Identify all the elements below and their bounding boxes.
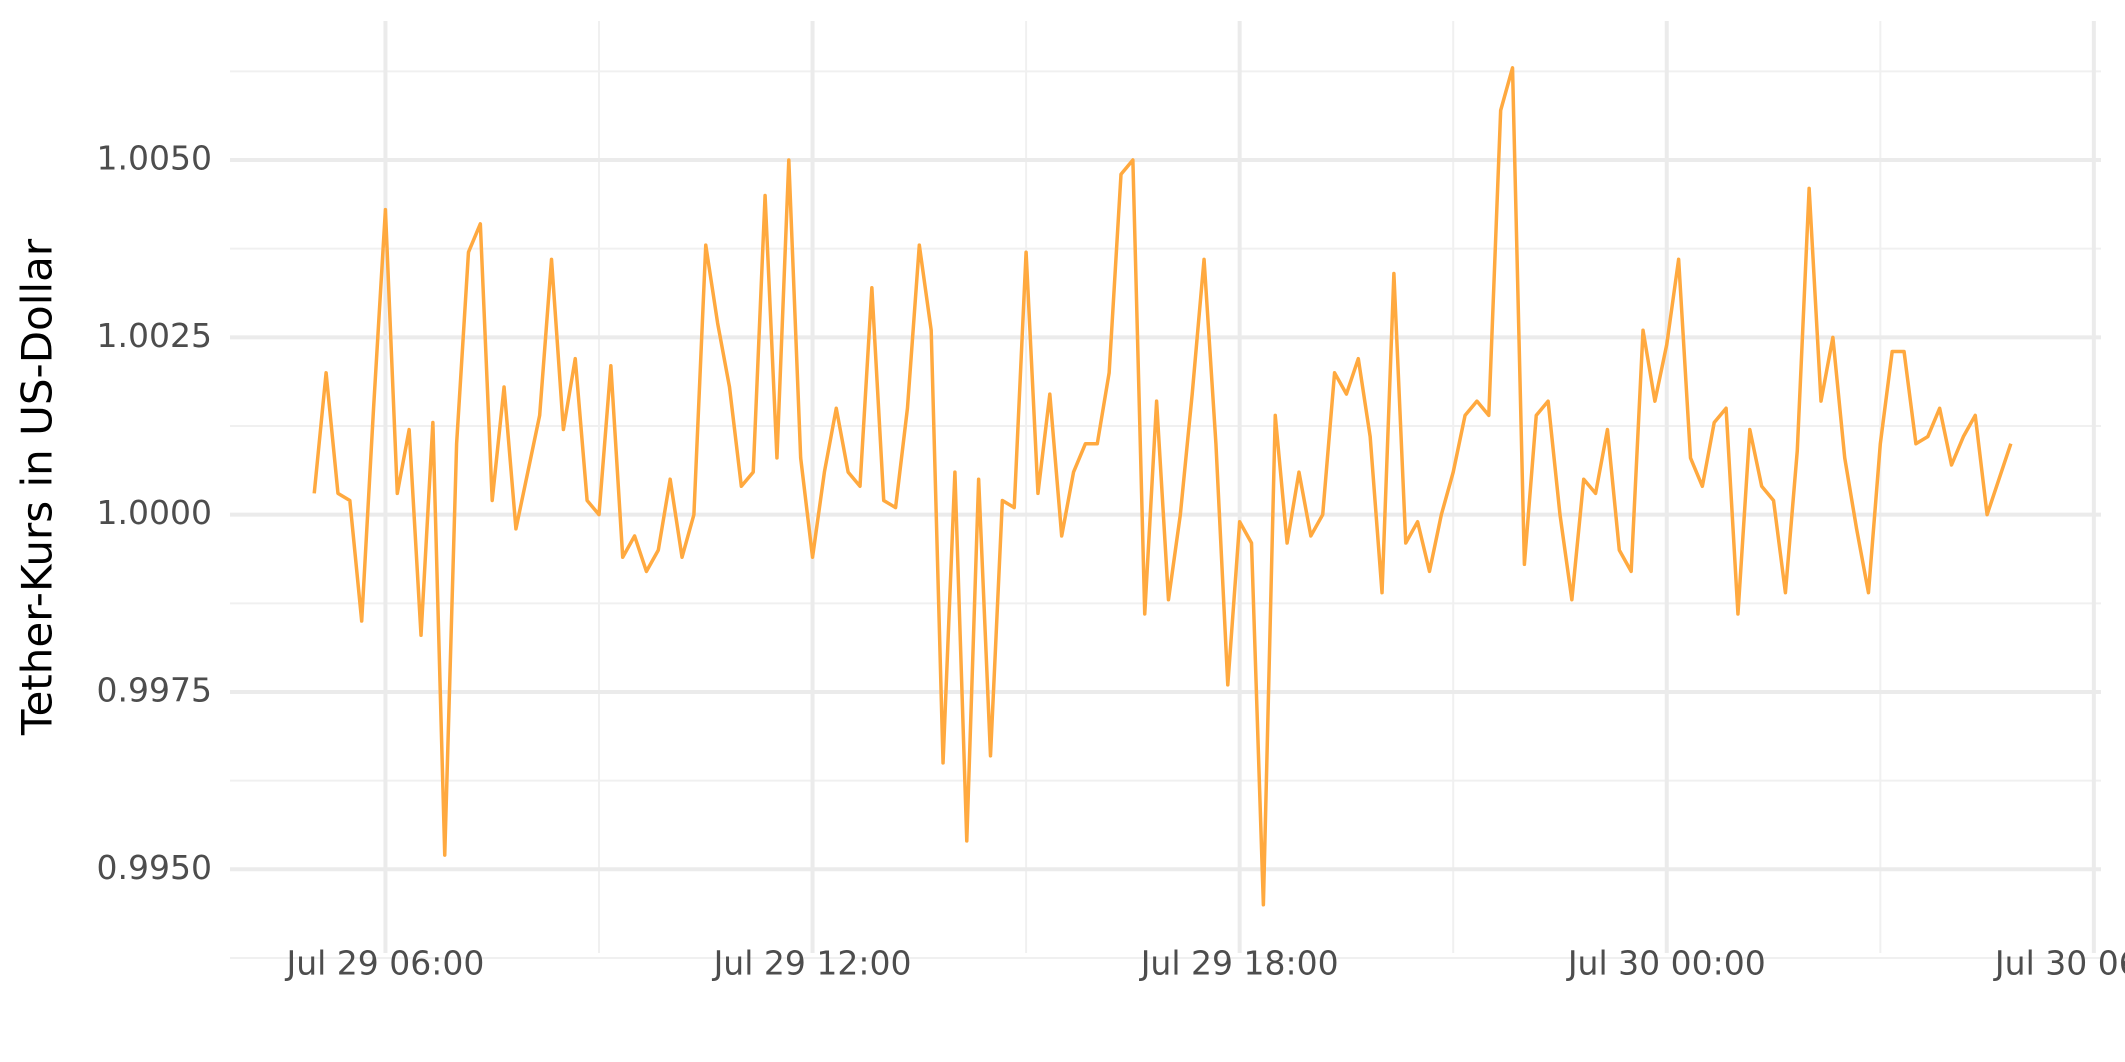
line bbox=[312, 66, 2013, 907]
y-tick-label: 1.0000 bbox=[97, 493, 212, 532]
y-tick-label: 0.9950 bbox=[97, 848, 212, 887]
x-tick-label: Jul 29 12:00 bbox=[712, 944, 912, 983]
x-tick-label: Jul 29 18:00 bbox=[1139, 944, 1339, 983]
x-tick-label: Jul 29 06:00 bbox=[284, 944, 484, 983]
y-axis-title: Tether-Kurs in US-Dollar bbox=[13, 238, 62, 736]
y-tick-label: 0.9975 bbox=[97, 670, 212, 709]
y-tick-label: 1.0025 bbox=[97, 316, 212, 355]
x-tick-label: Jul 30 06:00 bbox=[1993, 944, 2125, 983]
y-tick-label: 1.0050 bbox=[97, 139, 212, 178]
x-tick-label: Jul 30 00:00 bbox=[1566, 944, 1766, 983]
